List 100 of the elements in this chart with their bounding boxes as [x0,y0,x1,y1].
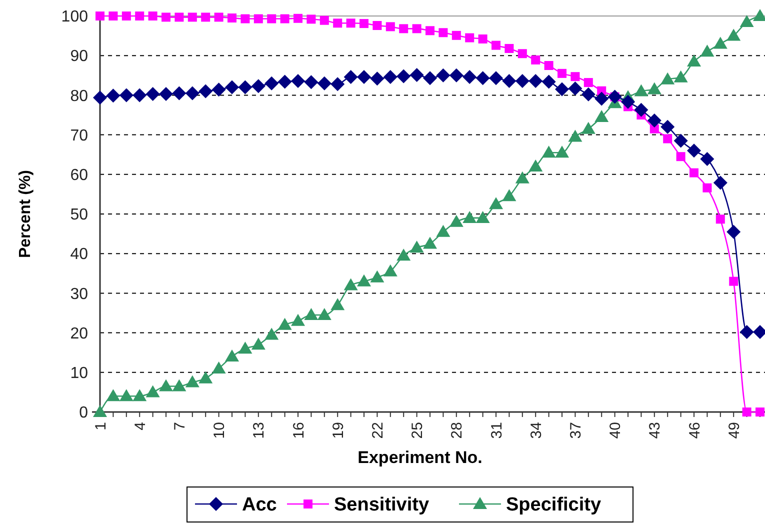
point [383,264,398,276]
point [515,171,530,184]
point [201,12,210,22]
point [729,276,738,286]
point [317,308,332,320]
point [740,14,754,27]
point [544,61,554,70]
y-tick-label: 90 [70,48,88,66]
point [438,28,448,38]
point [333,18,342,28]
x-tick-label: 1 [92,422,110,430]
point [700,44,714,57]
point [502,74,516,88]
point [594,110,609,122]
point [647,114,662,128]
point [660,120,675,134]
point [674,134,688,148]
point [690,168,698,178]
point [515,74,530,88]
point [396,248,411,261]
point [396,69,411,84]
x-tick-label: 37 [567,422,584,439]
point [238,342,252,354]
x-tick-label: 4 [132,422,149,430]
x-tick-label: 19 [330,422,347,439]
point [621,94,635,109]
point [584,78,593,88]
point [119,88,134,102]
point [423,71,437,86]
point [122,12,131,20]
point [399,24,408,34]
point [148,12,158,20]
y-tick-label: 100 [61,8,88,26]
point [264,328,279,340]
point [291,314,305,326]
y-tick-label: 0 [79,404,88,422]
x-axis-title: Experiment No. [358,448,482,467]
point [663,134,672,144]
point [198,371,213,384]
point [214,12,224,22]
point [700,152,714,166]
point [93,405,107,417]
point [132,88,147,102]
point [687,144,701,158]
point [372,21,382,30]
point [528,74,543,88]
point [555,82,569,96]
point [159,379,173,392]
point [740,325,754,340]
point [476,210,490,223]
point [172,86,186,100]
point [344,70,358,84]
point [146,87,160,102]
x-tick-label: 10 [211,422,228,439]
point [106,88,120,103]
point [465,33,474,42]
x-tick-label: 16 [290,422,308,439]
x-tick-label: 31 [488,422,506,439]
point [330,298,345,310]
point [306,14,316,24]
legend-label: Specificity [506,494,602,516]
y-tick-label: 80 [70,88,88,105]
point [542,74,556,89]
point [410,68,424,82]
point [504,44,514,53]
point [476,71,490,86]
point [634,102,648,117]
point [254,14,263,24]
point [492,40,500,50]
point [251,79,266,94]
y-tick-label: 40 [70,246,88,264]
point [93,90,107,105]
point [570,72,580,82]
legend-label: Acc [242,494,278,516]
point [531,55,540,64]
point [581,87,596,102]
point [174,12,184,22]
point [291,74,305,88]
point [518,49,527,58]
point [212,82,226,97]
point [188,12,197,22]
point [132,389,147,402]
point [280,14,290,24]
x-tick-label: 43 [646,422,664,439]
point [713,36,728,49]
point [489,71,503,86]
point [449,214,464,227]
point [185,375,200,388]
point [357,70,371,84]
x-tick-label: 13 [250,422,268,439]
point [634,84,648,96]
point [528,159,543,172]
y-tick-label: 70 [70,127,88,144]
point [502,189,516,202]
point [225,350,239,362]
point [346,18,356,28]
point [344,278,358,290]
point [317,76,332,90]
point [462,210,477,223]
point [756,408,764,416]
